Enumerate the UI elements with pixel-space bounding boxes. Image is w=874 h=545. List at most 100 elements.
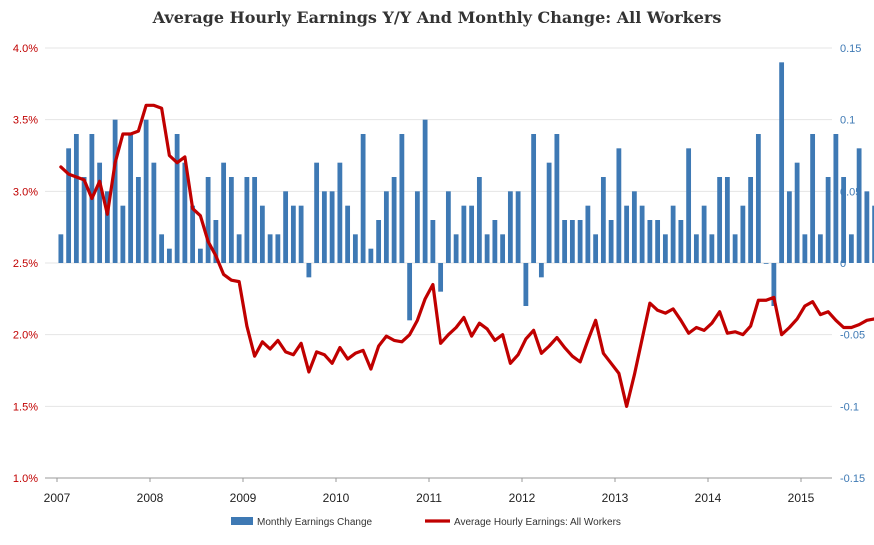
bar: [244, 177, 250, 263]
bar: [399, 134, 405, 263]
bar: [825, 177, 831, 263]
bar: [476, 177, 482, 263]
bar: [228, 177, 234, 263]
bar: [174, 134, 180, 263]
bar: [321, 191, 327, 263]
bar: [755, 134, 761, 263]
bar: [414, 191, 420, 263]
right-tick-label: 0: [840, 258, 846, 270]
left-tick-label: 3.0%: [13, 186, 38, 198]
bar: [205, 177, 211, 263]
bar: [693, 234, 699, 263]
bar: [523, 263, 529, 306]
bar: [717, 177, 723, 263]
bar: [190, 205, 196, 263]
bar: [616, 148, 622, 263]
bar: [221, 162, 227, 263]
bar: [732, 234, 738, 263]
bar: [763, 263, 769, 264]
x-tick-label: 2013: [602, 491, 629, 505]
x-tick-label: 2009: [230, 491, 257, 505]
left-tick-label: 1.5%: [13, 401, 38, 413]
bar: [701, 205, 707, 263]
bar: [678, 220, 684, 263]
right-tick-label: 0.15: [840, 43, 861, 55]
bar: [771, 263, 777, 306]
right-tick-label: -0.05: [840, 330, 865, 342]
bar: [391, 177, 397, 263]
x-tick-label: 2011: [416, 491, 442, 505]
x-tick-label: 2012: [509, 491, 536, 505]
bar: [159, 234, 165, 263]
x-tick-label: 2014: [695, 491, 722, 505]
x-tick-label: 2010: [323, 491, 350, 505]
bar: [864, 191, 870, 263]
bar: [128, 134, 134, 263]
bar: [631, 191, 637, 263]
bar: [662, 234, 668, 263]
bar: [360, 134, 366, 263]
bar: [856, 148, 862, 263]
bar: [66, 148, 72, 263]
bar: [259, 205, 265, 263]
left-axis-ticks: 1.0% 1.5% 2.0% 2.5% 3.0% 3.5% 4.0%: [13, 43, 38, 485]
chart-title: Average Hourly Earnings Y/Y And Monthly …: [152, 8, 722, 27]
bar: [600, 177, 606, 263]
bar: [724, 177, 730, 263]
x-tick-label: 2008: [137, 491, 164, 505]
bar: [407, 263, 413, 321]
x-tick-label: 2015: [788, 491, 815, 505]
bar: [275, 234, 281, 263]
bar: [515, 191, 521, 263]
bar: [810, 134, 816, 263]
right-axis-ticks: -0.15 -0.1 -0.05 0 0.05 0.1 0.15: [840, 43, 865, 485]
bar: [120, 205, 126, 263]
bar: [569, 220, 575, 263]
bar: [438, 263, 444, 292]
bar: [445, 191, 451, 263]
bar: [197, 248, 203, 263]
left-tick-label: 1.0%: [13, 473, 38, 485]
line-series: [59, 103, 874, 408]
bar: [97, 162, 103, 263]
bar: [740, 205, 746, 263]
legend-label-bars: Monthly Earnings Change: [257, 517, 373, 528]
bar: [469, 205, 475, 263]
left-tick-label: 2.5%: [13, 258, 38, 270]
bar: [143, 119, 149, 263]
bar: [298, 205, 304, 263]
bar: [58, 234, 64, 263]
bar: [507, 191, 513, 263]
bar: [492, 220, 498, 263]
bar: [376, 220, 382, 263]
bar: [794, 162, 800, 263]
bar: [182, 162, 188, 263]
bar: [283, 191, 289, 263]
bar: [608, 220, 614, 263]
x-tick-label: 2007: [44, 491, 71, 505]
x-axis-ticks: 2007 2008 2009 2010 2011 2012 2013 2014 2015: [44, 478, 815, 505]
bar: [337, 162, 343, 263]
bar: [383, 191, 389, 263]
bar: [655, 220, 661, 263]
right-tick-label: 0.05: [840, 186, 861, 198]
bar: [104, 191, 110, 263]
bar: [73, 134, 79, 263]
bar: [872, 205, 874, 263]
bar: [461, 205, 467, 263]
bar: [538, 263, 544, 278]
right-tick-label: 0.1: [840, 115, 855, 127]
bar: [135, 177, 141, 263]
bar: [786, 191, 792, 263]
left-tick-label: 3.5%: [13, 115, 38, 127]
bar: [531, 134, 537, 263]
bar: [647, 220, 653, 263]
bar: [267, 234, 273, 263]
bar: [252, 177, 258, 263]
bar: [368, 248, 374, 263]
left-tick-label: 4.0%: [13, 43, 38, 55]
bar: [562, 220, 568, 263]
bar: [81, 177, 87, 263]
